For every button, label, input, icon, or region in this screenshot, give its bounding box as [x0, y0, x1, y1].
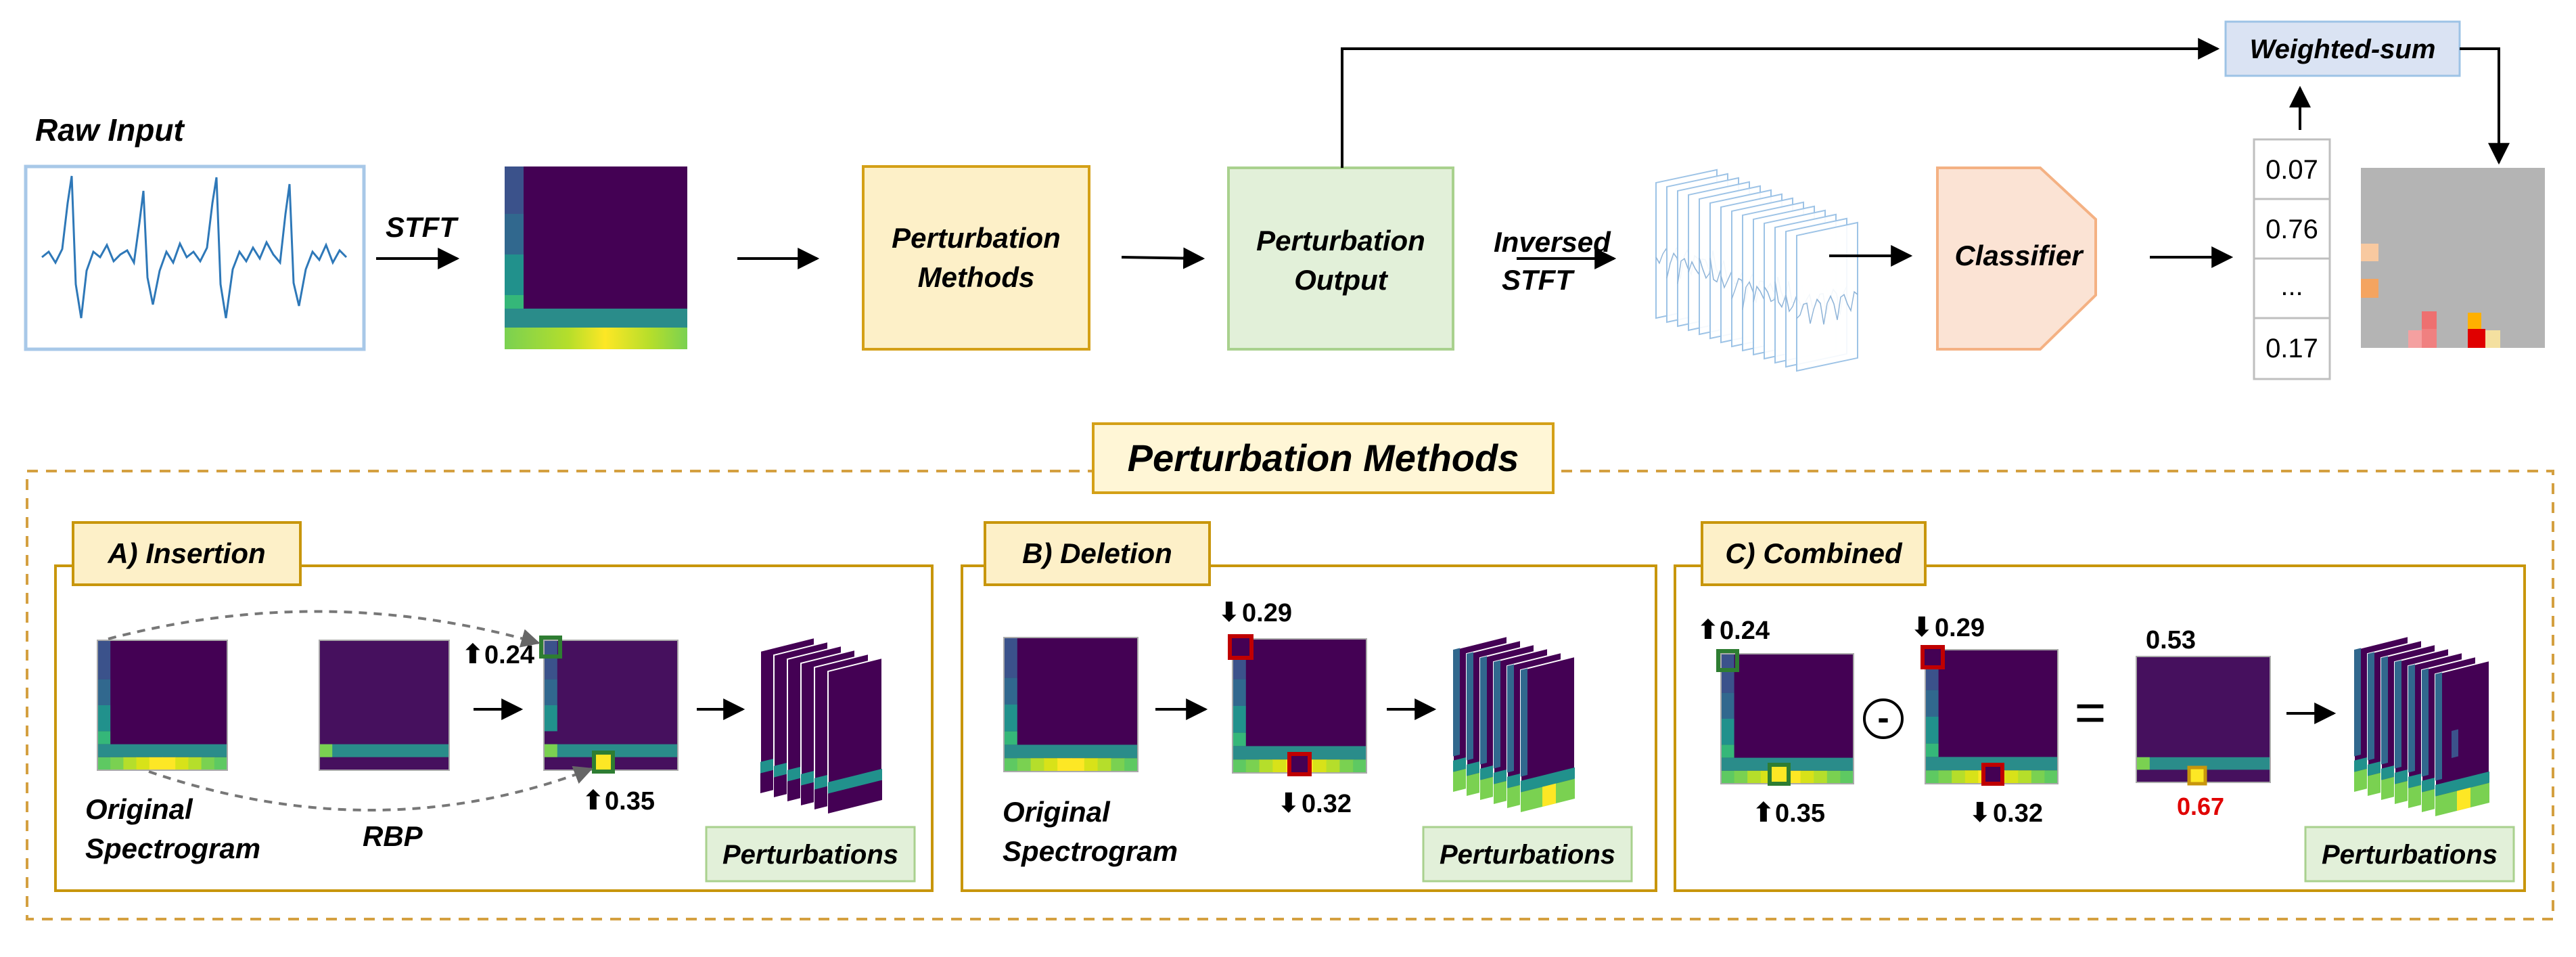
combined-perturbations-label: Perturbations [2322, 840, 2498, 870]
combined-down-arrow-b-top: ⬇ [1910, 613, 1933, 642]
combined-value-a-top: 0.24 [1720, 617, 1770, 645]
deletion-original-line1: Original [1003, 796, 1111, 828]
combined-up-arrow-a-bottom: ⬆ [1752, 798, 1775, 828]
insertion-title-box [72, 521, 302, 586]
arrow-weighted-sum-to-map [2460, 47, 2510, 165]
methods-panel-title-box [1092, 422, 1555, 494]
raw-input-label: Raw Input [35, 112, 185, 148]
deletion-perturbations-box [1422, 826, 1633, 883]
deletion-perturbation-stack [1452, 635, 1576, 814]
insertion-dashed-arrow-top [108, 610, 540, 648]
deletion-title: B) Deletion [1022, 537, 1172, 569]
insertion-perturbations-box [705, 826, 916, 883]
insertion-panel [54, 564, 934, 892]
deletion-red-marker-top [1228, 634, 1254, 660]
deletion-panel [961, 564, 1657, 892]
deletion-down-arrow-top: ⬇ [1218, 598, 1241, 627]
combined-value-b-bottom: 0.32 [1993, 799, 2043, 828]
insertion-value-bottom: 0.35 [605, 787, 655, 816]
score-ellipsis: ... [2280, 271, 2303, 301]
insertion-up-arrow-top: ⬆ [461, 640, 484, 669]
deletion-original-spectrogram [1003, 637, 1138, 772]
arrow-output-to-weighted-sum [1341, 38, 2220, 168]
raw-signal-waveform [41, 175, 348, 319]
combined-yellow-marker [2187, 765, 2207, 786]
deletion-original-line2: Spectrogram [1003, 835, 1178, 867]
insertion-rbp-spectrogram [319, 640, 450, 771]
combined-result-bottom: 0.67 [2177, 793, 2224, 820]
perturbation-output-line1: Perturbation [1256, 225, 1425, 257]
stft-spectrogram [505, 166, 687, 349]
combined-title: C) Combined [1725, 537, 1903, 569]
arrow-to-output [1121, 247, 1205, 269]
inversed-stft-line1: Inversed [1494, 226, 1611, 258]
score-1: 0.07 [2266, 155, 2318, 185]
perturbation-methods-line2: Methods [918, 261, 1035, 293]
insertion-perturbations-label: Perturbations [722, 840, 898, 870]
combined-panel [1674, 564, 2526, 892]
score-column: 0.07 0.76 ... 0.17 [2253, 138, 2331, 380]
insertion-rbp-label: RBP [363, 820, 423, 852]
combined-red-marker-bottom [1981, 763, 2004, 786]
insertion-green-marker-bottom [592, 751, 615, 774]
combined-perturbations-box [2304, 826, 2515, 883]
weighted-sum-box [2224, 20, 2461, 77]
deletion-title-box [984, 521, 1211, 586]
deletion-value-top: 0.29 [1242, 599, 1292, 627]
score-4: 0.17 [2266, 334, 2318, 363]
methods-panel-border [26, 470, 2554, 920]
score-2: 0.76 [2266, 215, 2318, 244]
combined-result-top: 0.53 [2146, 626, 2196, 654]
deletion-value-bottom: 0.32 [1302, 790, 1352, 818]
deletion-down-arrow-bottom: ⬇ [1277, 788, 1300, 818]
weighted-sum-label: Weighted-sum [2250, 35, 2436, 64]
classifier-label: Classifier [1954, 240, 2084, 271]
saliency-map [2361, 168, 2545, 348]
insertion-up-arrow-bottom: ⬆ [582, 786, 605, 816]
minus-symbol: - [1877, 698, 1889, 738]
classifier-shape [1936, 166, 2097, 351]
insertion-original-spectrogram [97, 640, 228, 771]
stft-label: STFT [386, 211, 459, 243]
combined-result-spectrogram [2136, 656, 2271, 783]
insertion-value-top: 0.24 [484, 641, 534, 669]
combined-value-a-bottom: 0.35 [1775, 799, 1825, 828]
equals-symbol: = [2075, 682, 2107, 742]
combined-value-b-top: 0.29 [1935, 614, 1985, 642]
insertion-title: A) Insertion [107, 537, 265, 569]
perturbation-methods-line1: Perturbation [892, 222, 1061, 254]
reconstructed-signal-stack [1655, 169, 1858, 372]
combined-deletion-spectrogram [1925, 649, 2058, 784]
insertion-original-line2: Spectrogram [85, 832, 260, 864]
methods-panel-title: Perturbation Methods [1128, 437, 1519, 479]
combined-green-marker-top [1716, 649, 1739, 672]
perturbation-methods-box [862, 165, 1090, 351]
perturbation-output-box [1227, 166, 1454, 351]
deletion-result-spectrogram [1232, 638, 1367, 774]
insertion-perturbation-stack [760, 636, 883, 815]
combined-down-arrow-b-bottom: ⬇ [1969, 798, 1992, 828]
deletion-red-marker-bottom [1287, 752, 1312, 776]
inversed-stft-line2: STFT [1502, 264, 1575, 296]
combined-title-box [1701, 521, 1927, 586]
combined-red-marker-top [1920, 645, 1945, 669]
combined-green-marker-bottom [1768, 763, 1791, 786]
deletion-perturbations-label: Perturbations [1440, 840, 1615, 870]
insertion-dashed-arrow-bottom [148, 765, 593, 811]
combined-perturbation-stack [2353, 635, 2490, 818]
insertion-green-marker-top [539, 636, 562, 659]
raw-input-box [24, 164, 366, 351]
minus-symbol-circle [1863, 698, 1904, 739]
combined-up-arrow-a-top: ⬆ [1697, 615, 1720, 645]
perturbation-output-line2: Output [1294, 264, 1389, 296]
insertion-original-line1: Original [85, 793, 193, 825]
